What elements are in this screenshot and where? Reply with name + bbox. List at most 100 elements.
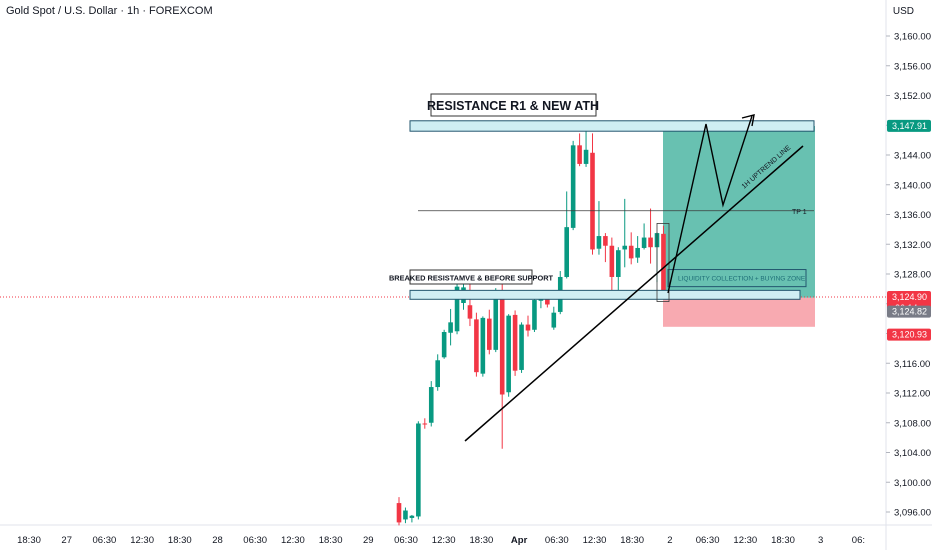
price-tick-label: 3,096.00 (894, 508, 931, 519)
candle-body (499, 291, 505, 395)
candle-body (519, 324, 524, 370)
time-tick-label: 2 (667, 535, 672, 546)
currency-label[interactable]: USD (892, 6, 914, 17)
price-tick-label: 3,160.00 (894, 32, 931, 43)
support-label: BREAKED RESISTAMVE & BEFORE SUPPORT (389, 274, 554, 283)
candle-body (416, 423, 421, 517)
price-tick-label: 3,116.00 (894, 359, 930, 370)
candle-body (577, 145, 582, 164)
time-tick-label: 28 (212, 535, 223, 546)
candle-body (545, 298, 550, 305)
candle-body (628, 245, 634, 259)
time-tick-label: 12:30 (432, 535, 456, 546)
price-tick-label: 3,132.00 (894, 240, 931, 251)
symbol-title: Gold Spot / U.S. Dollar · 1h · FOREXCOM (6, 5, 213, 17)
candle-body (635, 247, 640, 258)
candle-body (603, 236, 608, 246)
candle-body (454, 286, 460, 332)
candle-body (512, 314, 518, 371)
candle-body (467, 305, 473, 319)
candle-body (409, 515, 415, 518)
price-tick-label: 3,136.00 (894, 210, 931, 221)
time-tick-label: Apr (511, 535, 528, 546)
price-label-text: 3,120.93 (892, 330, 927, 340)
candle-body (525, 324, 531, 331)
time-tick-label: 18:30 (17, 535, 41, 546)
price-tick-label: 3,144.00 (894, 151, 931, 162)
candle-body (506, 315, 511, 393)
price-tick-label: 3,108.00 (894, 418, 931, 429)
time-tick-label: 06:30 (545, 535, 569, 546)
support-label-box (409, 269, 533, 285)
uptrend-line (464, 145, 804, 442)
candle-body (532, 300, 537, 330)
candle-body (480, 317, 486, 374)
liquidity-box (667, 269, 807, 288)
time-tick-label: 12:30 (733, 535, 757, 546)
time-axis[interactable]: 18:30 27 06:30 12:30 18:30 28 06:30 12:30 18:30 2… (17, 535, 865, 546)
candle-body (596, 236, 602, 249)
candle-body (448, 322, 453, 333)
support-band (409, 289, 801, 300)
time-tick-label: 12:30 (130, 535, 154, 546)
time-tick-label: 18:30 (771, 535, 795, 546)
price-label-text: 3,124.82 (892, 307, 927, 317)
time-tick-label: 18:30 (319, 535, 343, 546)
price-label-badge (887, 119, 931, 132)
price-tick-label: 3,100.00 (894, 478, 931, 489)
time-tick-label: 12:30 (281, 535, 305, 546)
price-label-badge (887, 328, 931, 341)
time-tick-label: 12:30 (583, 535, 607, 546)
candle-body (422, 423, 428, 425)
time-tick-label: 3 (818, 535, 823, 546)
price-tick-label: 3,104.00 (894, 448, 931, 459)
time-tick-label: 27 (61, 535, 72, 546)
candle-body (551, 312, 557, 328)
candle-body (435, 360, 440, 388)
candle-body (428, 387, 434, 423)
candle-body (661, 233, 666, 297)
candle-body (622, 245, 628, 250)
resistance-band (409, 120, 815, 132)
time-tick-label: 06:30 (394, 535, 418, 546)
price-tick-label: 3,156.00 (894, 61, 931, 72)
candle-body (493, 292, 499, 350)
candle-body (641, 237, 647, 248)
liquidity-label: LIQUIDITY COLLECTION + BUYING ZONE (678, 276, 806, 283)
candle-body (403, 510, 408, 520)
time-tick-label: 06:30 (93, 535, 117, 546)
price-label-text: 3,124.90 (892, 292, 927, 302)
candle-body (609, 245, 615, 277)
projection-arrowhead (741, 114, 755, 127)
candle-body (590, 152, 595, 250)
price-tick-label: 3,152.00 (894, 91, 931, 102)
candle-body (648, 237, 653, 248)
projection-path (667, 115, 753, 294)
price-label-badge (887, 305, 931, 318)
price-tick-label: 3,112.00 (894, 389, 930, 400)
candle-body (616, 250, 621, 277)
time-tick-label: 18:30 (620, 535, 644, 546)
resistance-label: RESISTANCE R1 & NEW ATH (427, 99, 599, 113)
price-label-text: 3,147.91 (892, 121, 927, 131)
time-tick-label: 06:30 (243, 535, 267, 546)
candle-body (474, 319, 479, 373)
time-tick-label: 29 (363, 535, 374, 546)
time-tick-label: 06: (852, 535, 865, 546)
stop-zone (663, 297, 815, 327)
time-tick-label: 18:30 (168, 535, 192, 546)
candle-body (396, 503, 402, 523)
candles (396, 129, 666, 526)
tp1-label: TP 1 (792, 209, 807, 216)
candle-body (564, 227, 569, 277)
candle-body (487, 318, 492, 350)
price-tick-label: 3,140.00 (894, 180, 931, 191)
price-axis[interactable]: 3,096.00 3,100.00 3,104.00 3,108.00 3,112.00… (886, 32, 931, 519)
resistance-label-box (430, 93, 597, 117)
candle-body (441, 332, 447, 358)
time-tick-label: 18:30 (470, 535, 494, 546)
price-tick-label: 3,128.00 (894, 270, 931, 281)
